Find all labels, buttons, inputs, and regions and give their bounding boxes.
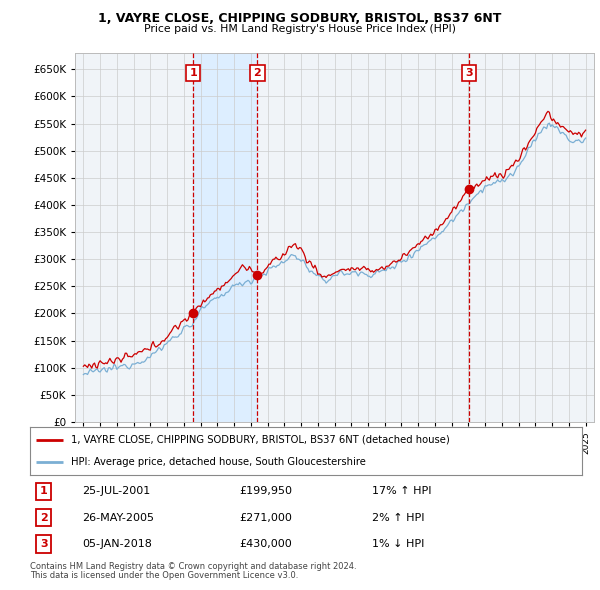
Text: 2% ↑ HPI: 2% ↑ HPI — [372, 513, 425, 523]
Text: 26-MAY-2005: 26-MAY-2005 — [82, 513, 154, 523]
Text: £430,000: £430,000 — [240, 539, 293, 549]
Text: Price paid vs. HM Land Registry's House Price Index (HPI): Price paid vs. HM Land Registry's House … — [144, 24, 456, 34]
Text: £199,950: £199,950 — [240, 486, 293, 496]
Text: 1, VAYRE CLOSE, CHIPPING SODBURY, BRISTOL, BS37 6NT (detached house): 1, VAYRE CLOSE, CHIPPING SODBURY, BRISTO… — [71, 435, 450, 445]
Text: Contains HM Land Registry data © Crown copyright and database right 2024.: Contains HM Land Registry data © Crown c… — [30, 562, 356, 571]
Text: 1: 1 — [190, 68, 197, 78]
Text: £271,000: £271,000 — [240, 513, 293, 523]
Text: This data is licensed under the Open Government Licence v3.0.: This data is licensed under the Open Gov… — [30, 571, 298, 580]
Text: 05-JAN-2018: 05-JAN-2018 — [82, 539, 152, 549]
Text: 1: 1 — [40, 486, 47, 496]
Text: 25-JUL-2001: 25-JUL-2001 — [82, 486, 151, 496]
Text: 2: 2 — [254, 68, 262, 78]
Text: 1, VAYRE CLOSE, CHIPPING SODBURY, BRISTOL, BS37 6NT: 1, VAYRE CLOSE, CHIPPING SODBURY, BRISTO… — [98, 12, 502, 25]
Text: 3: 3 — [465, 68, 473, 78]
Text: HPI: Average price, detached house, South Gloucestershire: HPI: Average price, detached house, Sout… — [71, 457, 366, 467]
Text: 2: 2 — [40, 513, 47, 523]
Text: 3: 3 — [40, 539, 47, 549]
Bar — [193, 53, 257, 422]
Text: 1% ↓ HPI: 1% ↓ HPI — [372, 539, 425, 549]
Text: 17% ↑ HPI: 17% ↑ HPI — [372, 486, 432, 496]
